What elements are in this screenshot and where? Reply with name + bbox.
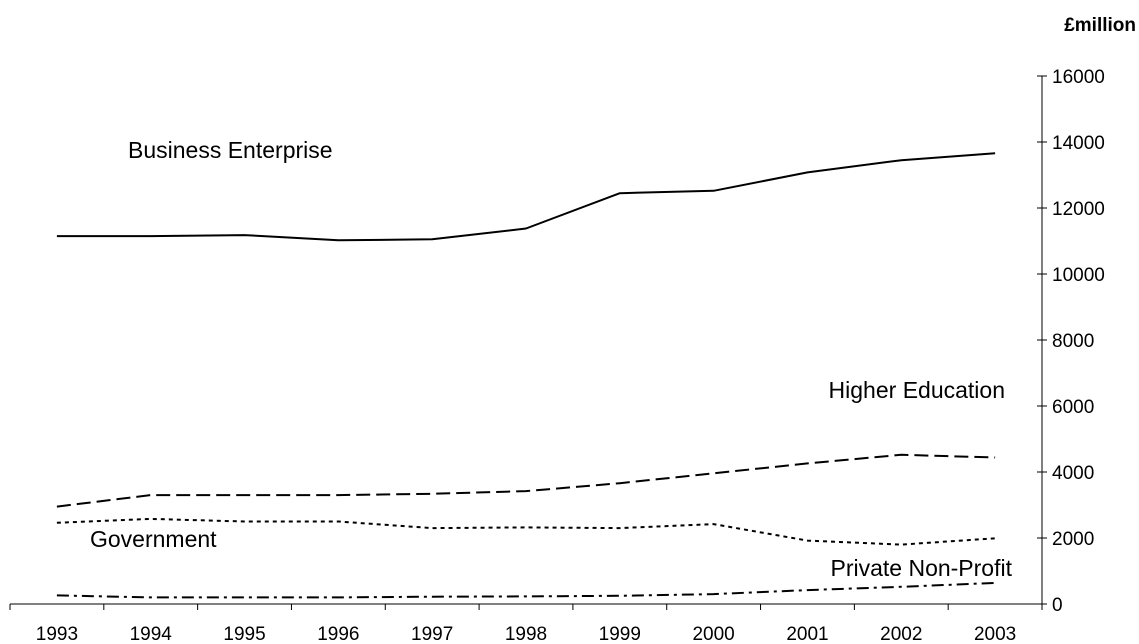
series-line-business-enterprise	[56, 152, 996, 242]
series-line-private-non-profit	[56, 581, 996, 599]
x-tick-label: 1997	[411, 624, 453, 644]
x-tick-label: 2000	[692, 624, 734, 644]
y-axis-unit-label: £million	[1064, 15, 1136, 36]
x-tick-label: 1995	[223, 624, 265, 644]
x-tick-label: 1993	[36, 624, 78, 644]
y-tick-label: 2000	[1052, 529, 1094, 550]
y-tick-label: 6000	[1052, 397, 1094, 418]
x-tick-label: 1998	[505, 624, 547, 644]
series-label-private-non-profit: Private Non-Profit	[830, 555, 1012, 581]
y-tick-label: 0	[1052, 595, 1063, 616]
y-tick-label: 10000	[1052, 265, 1105, 286]
series-label-government: Government	[90, 526, 217, 552]
x-tick-label: 2001	[786, 624, 828, 644]
series-line-higher-education	[56, 453, 996, 508]
series-label-higher-education: Higher Education	[829, 377, 1005, 403]
x-tick-label: 1994	[130, 624, 173, 644]
x-tick-label: 2002	[880, 624, 922, 644]
y-tick-label: 16000	[1052, 67, 1105, 88]
axes: 1993 1994 1995 1996 1997 1998 1999 2000 2001 2002…	[9, 67, 1105, 644]
y-tick-label: 14000	[1052, 133, 1105, 154]
series-label-business-enterprise: Business Enterprise	[128, 137, 333, 163]
x-tick-label: 1996	[317, 624, 359, 644]
x-tick-label: 1999	[599, 624, 641, 644]
series-layer	[56, 152, 996, 599]
x-tick-label: 2003	[974, 624, 1016, 644]
y-tick-label: 12000	[1052, 199, 1105, 220]
series-labels: Business Enterprise Higher Education Gover…	[90, 137, 1013, 581]
y-tick-label: 8000	[1052, 331, 1094, 352]
y-tick-label: 4000	[1052, 463, 1094, 484]
